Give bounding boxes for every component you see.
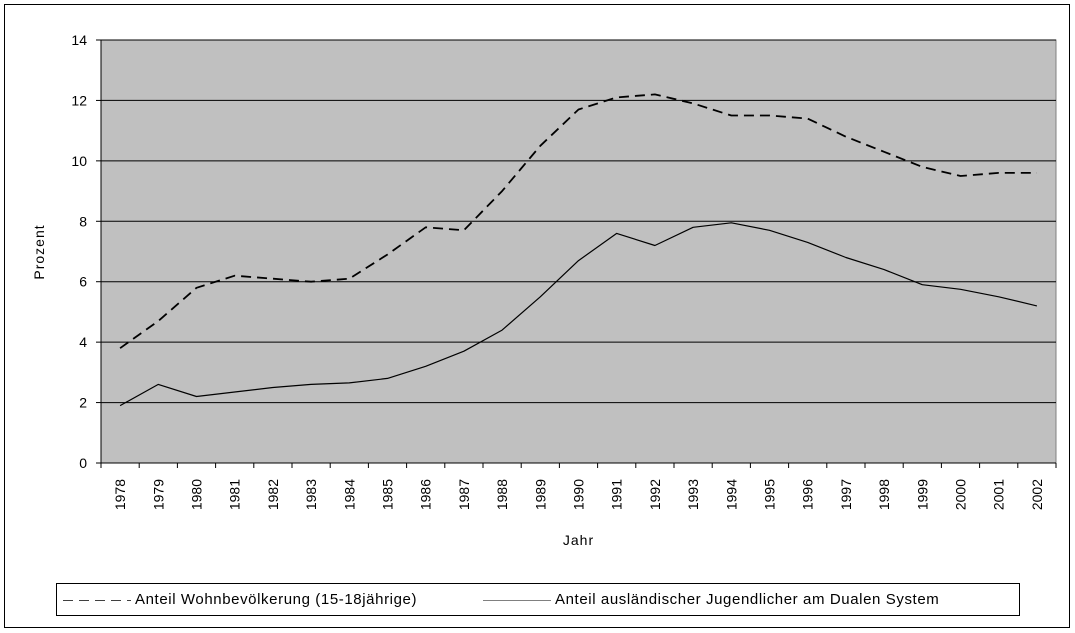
- y-tick-label-8: 8: [79, 213, 87, 229]
- x-tick-label-1989: 1989: [532, 479, 548, 510]
- legend: Anteil Wohnbevölkerung (15-18jährige) An…: [56, 583, 1020, 616]
- series-line-0: [119, 93, 1037, 349]
- x-axis: 1978 1979 1980 1981 1982 1983 1984 1985 1986 1987…: [100, 462, 1057, 510]
- y-tick-label-2: 2: [79, 395, 87, 411]
- x-tick-label-1992: 1992: [647, 479, 663, 510]
- x-axis-title: Jahr: [563, 532, 594, 548]
- series-layer: [119, 93, 1038, 407]
- x-tick-label-1991: 1991: [609, 479, 625, 510]
- y-axis-title: Prozent: [31, 224, 47, 279]
- x-tick-label-2001: 2001: [991, 479, 1007, 510]
- legend-label-wohnbevoelkerung: Anteil Wohnbevölkerung (15-18jährige): [135, 591, 418, 608]
- series-line-1: [119, 222, 1038, 407]
- x-tick-label-1999: 1999: [914, 479, 930, 510]
- plot-area: [100, 39, 1057, 464]
- x-tick-label-1979: 1979: [150, 479, 166, 510]
- y-tick-label-0: 0: [79, 455, 87, 471]
- y-tick-label-4: 4: [79, 334, 87, 350]
- x-tick-label-1998: 1998: [876, 479, 892, 510]
- y-tick-label-12: 12: [71, 92, 87, 108]
- legend-item-auslaendische-jugendliche: Anteil ausländischer Jugendlicher am Dua…: [483, 584, 939, 615]
- x-tick-label-1997: 1997: [838, 479, 854, 510]
- legend-swatch-solid: [483, 600, 551, 601]
- y-tick-label-14: 14: [71, 32, 87, 48]
- x-tick-label-1990: 1990: [571, 479, 587, 510]
- x-tick-label-1996: 1996: [800, 479, 816, 510]
- x-tick-label-1995: 1995: [762, 479, 778, 510]
- x-tick-label-1981: 1981: [227, 479, 243, 510]
- legend-swatch-dashed: [63, 599, 131, 601]
- x-tick-label-1993: 1993: [685, 479, 701, 510]
- legend-label-auslaendische-jugendliche: Anteil ausländischer Jugendlicher am Dua…: [555, 591, 940, 608]
- x-tick-label-1985: 1985: [380, 479, 396, 510]
- y-axis: 0 2 4 6 8 10 12 14: [71, 32, 102, 471]
- x-tick-label-2002: 2002: [1029, 479, 1045, 510]
- x-tick-label-1986: 1986: [418, 479, 434, 510]
- x-tick-label-1983: 1983: [303, 479, 319, 510]
- y-tick-label-6: 6: [79, 274, 87, 290]
- legend-item-wohnbevoelkerung: Anteil Wohnbevölkerung (15-18jährige): [63, 584, 417, 615]
- y-tick-label-10: 10: [71, 153, 87, 169]
- x-tick-label-1988: 1988: [494, 479, 510, 510]
- x-tick-label-1978: 1978: [112, 479, 128, 510]
- x-tick-label-1984: 1984: [341, 479, 357, 510]
- x-tick-label-1982: 1982: [265, 479, 281, 510]
- x-tick-label-1987: 1987: [456, 479, 472, 510]
- x-tick-label-1980: 1980: [189, 479, 205, 510]
- x-tick-label-1994: 1994: [723, 479, 739, 510]
- grid-lines: [101, 39, 1056, 404]
- chart-frame: [4, 4, 1070, 628]
- x-tick-label-2000: 2000: [953, 479, 969, 510]
